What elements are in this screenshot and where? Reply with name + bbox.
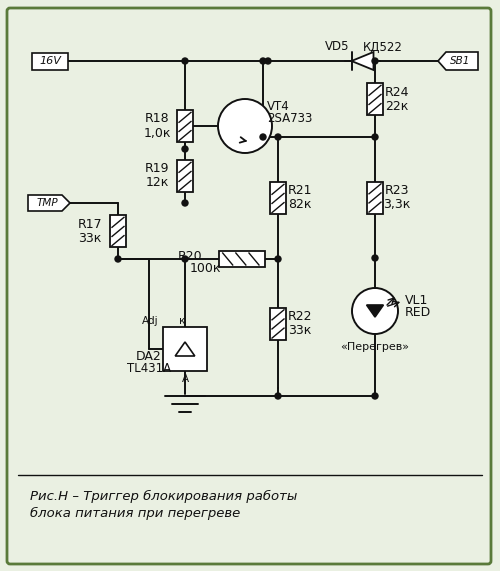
Polygon shape [28, 195, 70, 211]
Text: Adj: Adj [142, 316, 159, 326]
Text: КД522: КД522 [362, 41, 403, 54]
Bar [32, 53, 68, 70]
Circle shape [372, 255, 378, 261]
Bar [163, 327, 207, 371]
Bar [270, 308, 286, 340]
Text: DA2: DA2 [136, 351, 162, 364]
Bar [270, 182, 286, 214]
Circle shape [260, 58, 266, 64]
Text: 12к: 12к [146, 176, 169, 190]
Circle shape [218, 99, 272, 153]
FancyBboxPatch shape [7, 8, 491, 564]
Text: блока питания при перегреве: блока питания при перегреве [30, 506, 240, 520]
Text: TMP: TMP [36, 198, 58, 208]
Circle shape [182, 146, 188, 152]
Text: 33к: 33к [78, 231, 102, 244]
Text: Рис.Н – Триггер блокирования работы: Рис.Н – Триггер блокирования работы [30, 489, 297, 502]
Polygon shape [438, 52, 478, 70]
Text: A: A [182, 374, 188, 384]
Circle shape [115, 256, 121, 262]
Circle shape [182, 58, 188, 64]
Text: к: к [179, 316, 185, 326]
Circle shape [182, 200, 188, 206]
Circle shape [352, 288, 398, 334]
Polygon shape [175, 342, 195, 356]
Text: 1,0к: 1,0к [144, 127, 171, 139]
Text: 33к: 33к [288, 324, 312, 337]
Text: 3,3к: 3,3к [384, 198, 410, 211]
Circle shape [275, 393, 281, 399]
Text: VT4: VT4 [267, 99, 290, 112]
Circle shape [260, 134, 266, 140]
Text: 16V: 16V [39, 56, 61, 66]
Text: SB1: SB1 [450, 56, 470, 66]
Text: «Перегрев»: «Перегрев» [340, 342, 409, 352]
Text: VL1: VL1 [405, 295, 428, 308]
Circle shape [372, 58, 378, 64]
Text: 100к: 100к [190, 263, 221, 275]
Polygon shape [352, 52, 374, 70]
Text: R23: R23 [385, 184, 409, 197]
Text: RED: RED [405, 307, 431, 320]
Text: 82к: 82к [288, 199, 312, 211]
Circle shape [182, 256, 188, 262]
Circle shape [372, 134, 378, 140]
Bar [367, 83, 383, 115]
Circle shape [275, 256, 281, 262]
Bar [218, 251, 264, 267]
Text: R19: R19 [145, 163, 169, 175]
Polygon shape [366, 305, 384, 317]
Text: 2SA733: 2SA733 [267, 111, 312, 124]
Circle shape [265, 58, 271, 64]
Bar [177, 110, 193, 142]
Text: R24: R24 [385, 86, 409, 99]
Text: VD5: VD5 [325, 41, 350, 54]
Circle shape [372, 393, 378, 399]
Bar [367, 182, 383, 214]
Bar [177, 160, 193, 192]
Bar [110, 215, 126, 247]
Text: R21: R21 [288, 184, 312, 198]
Text: TL431A: TL431A [127, 363, 171, 376]
Text: R18: R18 [144, 112, 170, 126]
Text: R17: R17 [78, 218, 102, 231]
Circle shape [275, 134, 281, 140]
Text: R22: R22 [288, 310, 312, 323]
Text: 22к: 22к [386, 99, 408, 112]
Text: R20: R20 [178, 251, 203, 263]
